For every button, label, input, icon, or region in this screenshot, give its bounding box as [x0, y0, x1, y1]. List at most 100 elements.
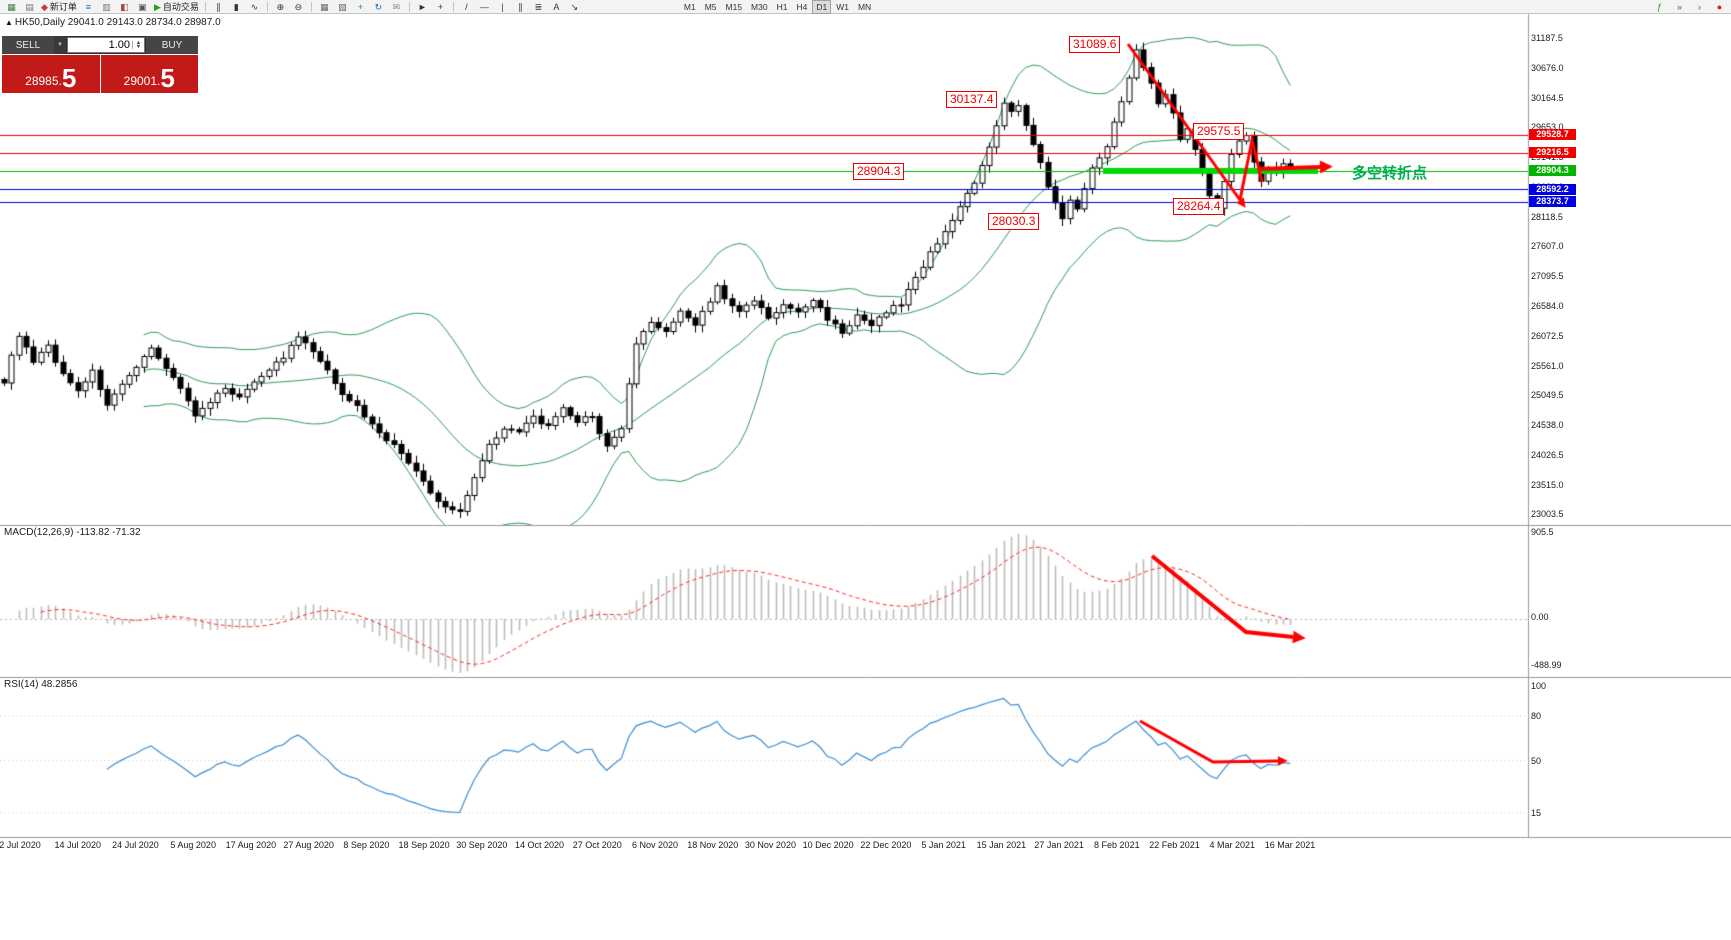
mail-icon: ✉: [392, 1, 401, 12]
toolbar-separator: [452, 1, 454, 12]
chart-shift-icon[interactable]: ›: [1691, 1, 1708, 13]
timeframe-m30[interactable]: M30: [751, 1, 768, 12]
crosshair-icon: +: [437, 1, 443, 12]
cascade-windows-icon[interactable]: ▧: [334, 1, 351, 13]
vertical-line-icon[interactable]: |: [494, 1, 511, 13]
zoom-in-icon[interactable]: ⊕: [272, 1, 289, 13]
terminal-icon: ▣: [138, 1, 147, 12]
cascade-windows-icon: ▧: [338, 1, 347, 12]
volume-up-icon[interactable]: ▲: [135, 40, 142, 46]
data-window-icon[interactable]: ▥: [98, 1, 115, 13]
chart-shift-icon: ›: [1698, 1, 1701, 12]
line-chart-icon: ∿: [250, 1, 259, 12]
terminal-icon[interactable]: ▣: [134, 1, 151, 13]
candlestick-chart-icon: ▮: [233, 1, 239, 12]
arrows-tool-icon[interactable]: ↘: [566, 1, 583, 13]
turning-point-annotation[interactable]: 多空转折点: [1352, 165, 1428, 182]
autotrading-button[interactable]: ▶ 自动交易: [152, 1, 201, 13]
equidistant-channel-icon: ∥: [518, 1, 523, 12]
navigator-icon: ◧: [120, 1, 129, 12]
tile-windows-icon: ▦: [320, 1, 329, 12]
line-chart-icon[interactable]: ∿: [246, 1, 263, 13]
toolbar-right-group: ƒ » › ●: [1651, 1, 1728, 13]
buy-price-main: 29001.: [123, 74, 161, 88]
volume-down-icon[interactable]: ▼: [135, 44, 142, 50]
navigator-icon[interactable]: ◧: [116, 1, 133, 13]
zoom-out-icon[interactable]: ⊖: [290, 1, 307, 13]
record-icon[interactable]: ●: [1711, 1, 1728, 13]
buy-price-big: 5: [160, 63, 175, 93]
horizontal-line-icon[interactable]: —: [476, 1, 493, 13]
new-chart-icon: ▦: [7, 1, 16, 12]
add-chart-icon: +: [357, 1, 363, 12]
rsi-label: RSI(14) 48.2856: [4, 679, 78, 690]
sell-price-main: 28985.: [25, 74, 62, 88]
zoom-in-icon: ⊕: [276, 1, 285, 12]
buy-button[interactable]: BUY: [146, 36, 198, 54]
bar-chart-icon: ∥: [216, 1, 221, 12]
mail-icon[interactable]: ✉: [388, 1, 405, 13]
timeframe-mn[interactable]: MN: [857, 1, 872, 12]
text-tool-icon: A: [553, 1, 560, 12]
volume-spinner[interactable]: ▲ ▼: [132, 40, 144, 50]
record-icon: ●: [1716, 1, 1723, 12]
tile-windows-icon[interactable]: ▦: [316, 1, 333, 13]
chart-profiles-icon[interactable]: ▤: [21, 1, 38, 13]
symbol-triangle-icon: ▲: [5, 18, 13, 27]
indicators-icon: ƒ: [1656, 1, 1662, 12]
symbol-ohlc-line: ▲ HK50,Daily 29041.0 29143.0 28734.0 2898…: [5, 17, 221, 28]
volume-box: ▲▼: [67, 37, 145, 53]
bar-chart-icon[interactable]: ∥: [210, 1, 227, 13]
auto-scroll-icon: »: [1676, 1, 1682, 12]
sell-price-big: 5: [61, 63, 77, 93]
timeframe-group: M1 M5 M15 M30 H1 H4 D1 W1 MN: [680, 0, 875, 14]
add-chart-icon[interactable]: +: [352, 1, 369, 13]
equidistant-channel-icon[interactable]: ∥: [512, 1, 529, 13]
sell-price-panel[interactable]: 28985. 5: [2, 55, 100, 93]
vertical-line-icon: |: [501, 1, 504, 12]
timeframe-w1[interactable]: W1: [836, 1, 849, 12]
cursor-icon: ►: [417, 1, 427, 12]
market-watch-icon[interactable]: ≡: [80, 1, 97, 13]
timeframe-h1[interactable]: H1: [776, 1, 788, 12]
autotrading-icon: ▶: [153, 1, 161, 12]
toolbar-separator: [204, 1, 206, 12]
new-chart-icon[interactable]: ▦: [3, 1, 20, 13]
timeframe-d1[interactable]: D1: [812, 0, 832, 14]
new-order-button-label: 新订单: [49, 1, 77, 12]
text-tool-icon[interactable]: A: [548, 1, 565, 13]
auto-scroll-icon[interactable]: »: [1671, 1, 1688, 13]
sell-button[interactable]: SELL: [2, 36, 54, 54]
fibonacci-icon[interactable]: ≣: [530, 1, 547, 13]
refresh-icon: ↻: [374, 1, 383, 12]
indicators-icon[interactable]: ƒ: [1651, 1, 1668, 13]
arrows-tool-icon: ↘: [570, 1, 579, 12]
timeframe-m1[interactable]: M1: [683, 1, 696, 12]
zoom-out-icon: ⊖: [294, 1, 303, 12]
trendline-icon[interactable]: /: [458, 1, 475, 13]
cursor-icon[interactable]: ►: [414, 1, 431, 13]
new-order-button[interactable]: ◆ 新订单: [39, 1, 79, 13]
new-order-icon: ◆: [41, 1, 48, 12]
horizontal-line-icon: —: [479, 1, 489, 12]
chart-profiles-icon: ▤: [25, 1, 34, 12]
data-window-icon: ▥: [102, 1, 111, 12]
refresh-icon[interactable]: ↻: [370, 1, 387, 13]
volume-input[interactable]: [68, 39, 132, 51]
one-click-trade-panel: SELL ▼ ▲▼ BUY 28985.5 29001.5: [2, 36, 198, 93]
trendline-icon: /: [465, 1, 468, 12]
toolbar: ▦ ▤ ◆ 新订单 ≡ ▥ ◧ ▣ ▶ 自动交易 ∥ ▮ ∿ ⊕ ⊖ ▦ ▧ + ↻ ✉ ► + / — | ∥ ≣ A ↘ M1 M5 M1…: [0, 0, 1731, 14]
crosshair-icon[interactable]: +: [432, 1, 449, 13]
candlestick-chart-icon[interactable]: ▮: [228, 1, 245, 13]
buy-price-panel[interactable]: 29001. 5: [100, 55, 198, 93]
market-watch-icon: ≡: [85, 1, 92, 12]
timeframe-h4[interactable]: H4: [796, 1, 808, 12]
timeframe-m5[interactable]: M5: [704, 1, 717, 12]
autotrading-button-label: 自动交易: [162, 1, 199, 12]
timeframe-m15[interactable]: M15: [725, 1, 743, 12]
volume-down-caret[interactable]: ▼: [54, 36, 66, 54]
toolbar-separator: [266, 1, 268, 12]
toolbar-separator: [310, 1, 312, 12]
